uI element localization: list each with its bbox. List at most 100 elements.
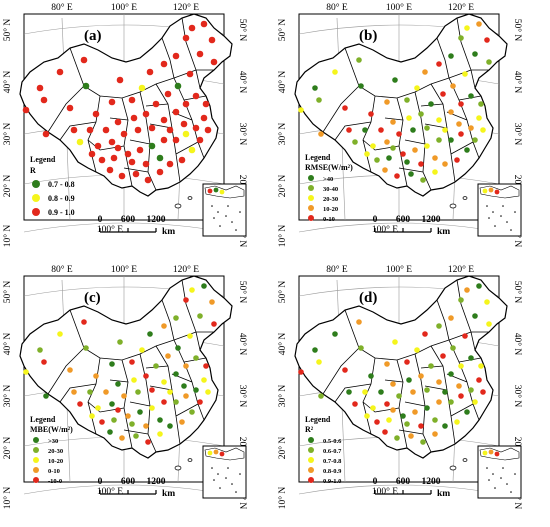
station-dot bbox=[472, 399, 478, 405]
station-dot bbox=[422, 331, 428, 337]
station-dot bbox=[36, 84, 44, 92]
station-dot bbox=[193, 387, 199, 393]
station-dot bbox=[390, 145, 396, 151]
legend-swatch bbox=[308, 467, 314, 473]
station-dot bbox=[396, 131, 402, 137]
station-dot bbox=[368, 373, 374, 379]
tick-left: 20° N bbox=[2, 437, 13, 460]
station-dot bbox=[436, 61, 442, 67]
tick-bottom: 100° E bbox=[372, 486, 398, 497]
station-dot bbox=[183, 363, 189, 369]
legend-title: Legend bbox=[30, 415, 56, 424]
legend-swatch bbox=[308, 447, 314, 453]
station-dot bbox=[410, 389, 416, 395]
station-dot bbox=[144, 176, 152, 184]
station-dot bbox=[420, 177, 426, 183]
station-dot bbox=[392, 77, 398, 83]
tick-left: 10° N bbox=[277, 487, 288, 510]
station-dot bbox=[160, 116, 168, 124]
station-dot bbox=[116, 76, 124, 84]
station-dot bbox=[454, 157, 460, 163]
station-dot bbox=[400, 151, 406, 157]
station-dot bbox=[468, 125, 474, 131]
scale-unit: km bbox=[162, 489, 175, 499]
station-dot bbox=[124, 150, 132, 158]
station-dot bbox=[186, 70, 194, 78]
station-dot bbox=[179, 419, 185, 425]
station-dot bbox=[183, 393, 189, 399]
station-dot bbox=[160, 60, 168, 68]
inset-map bbox=[202, 445, 247, 499]
station-dot bbox=[40, 96, 48, 104]
station-dot bbox=[146, 68, 154, 76]
station-dot bbox=[390, 119, 396, 125]
station-dot bbox=[99, 419, 105, 425]
scale-bar: 0 600 1200 km bbox=[98, 477, 176, 499]
station-dot bbox=[332, 69, 338, 75]
station-dot bbox=[458, 393, 464, 399]
station-dot bbox=[432, 155, 438, 161]
legend-swatch bbox=[308, 185, 314, 191]
station-dot bbox=[486, 321, 492, 327]
station-dot bbox=[364, 151, 370, 157]
station-dot bbox=[167, 389, 173, 395]
latitude-line bbox=[23, 222, 225, 233]
station-dot bbox=[386, 417, 392, 423]
station-dot bbox=[114, 144, 122, 152]
inset-map bbox=[202, 183, 247, 237]
station-dot bbox=[424, 405, 430, 411]
station-dot bbox=[93, 373, 99, 379]
station-dot bbox=[82, 82, 90, 90]
station-dot bbox=[81, 319, 87, 325]
panel-label: (d) bbox=[359, 290, 377, 306]
station-dot bbox=[138, 84, 146, 92]
station-dot bbox=[143, 423, 149, 429]
station-dot bbox=[135, 389, 141, 395]
legend-swatch bbox=[308, 215, 314, 221]
station-dot bbox=[458, 131, 464, 137]
station-dot bbox=[172, 52, 180, 60]
station-dot bbox=[458, 297, 464, 303]
station-dot bbox=[178, 156, 186, 164]
station-dot bbox=[414, 347, 420, 353]
tick-top: 120° E bbox=[448, 264, 474, 275]
station-dot bbox=[374, 419, 380, 425]
station-dot bbox=[362, 127, 368, 133]
inset-map bbox=[477, 445, 522, 499]
station-dot bbox=[394, 173, 400, 179]
legend-swatch bbox=[308, 437, 314, 443]
legend-swatch bbox=[33, 447, 39, 453]
station-dot bbox=[67, 367, 73, 373]
station-dot bbox=[204, 126, 212, 134]
tick-top: 80° E bbox=[326, 264, 348, 275]
station-dot bbox=[197, 313, 203, 319]
station-dot bbox=[384, 361, 390, 367]
station-dot bbox=[480, 127, 486, 133]
station-dot bbox=[468, 355, 474, 361]
legend-subtitle: R² bbox=[305, 425, 314, 434]
station-dot bbox=[436, 399, 442, 405]
station-dot bbox=[173, 371, 179, 377]
station-dot bbox=[464, 147, 470, 153]
station-dot bbox=[298, 107, 304, 113]
station-dot bbox=[484, 37, 490, 43]
station-dot bbox=[472, 137, 478, 143]
legend-swatch bbox=[33, 457, 39, 463]
scale-tick-label: 0 bbox=[373, 477, 378, 487]
station-dot bbox=[87, 389, 93, 395]
station-dot bbox=[164, 90, 172, 98]
station-dot bbox=[80, 56, 88, 64]
scale-unit: km bbox=[437, 489, 450, 499]
station-dot bbox=[125, 413, 131, 419]
station-dot bbox=[148, 142, 156, 150]
station-dot bbox=[352, 139, 358, 145]
station-dot bbox=[436, 323, 442, 329]
tick-right: 30° N bbox=[237, 385, 248, 408]
station-dot bbox=[450, 83, 456, 89]
station-dot bbox=[142, 160, 150, 168]
station-dot bbox=[396, 393, 402, 399]
station-dot bbox=[414, 85, 420, 91]
scale-bar: 0 600 1200 km bbox=[373, 215, 451, 237]
station-dot bbox=[200, 114, 208, 122]
legend-title: Legend bbox=[30, 155, 56, 164]
